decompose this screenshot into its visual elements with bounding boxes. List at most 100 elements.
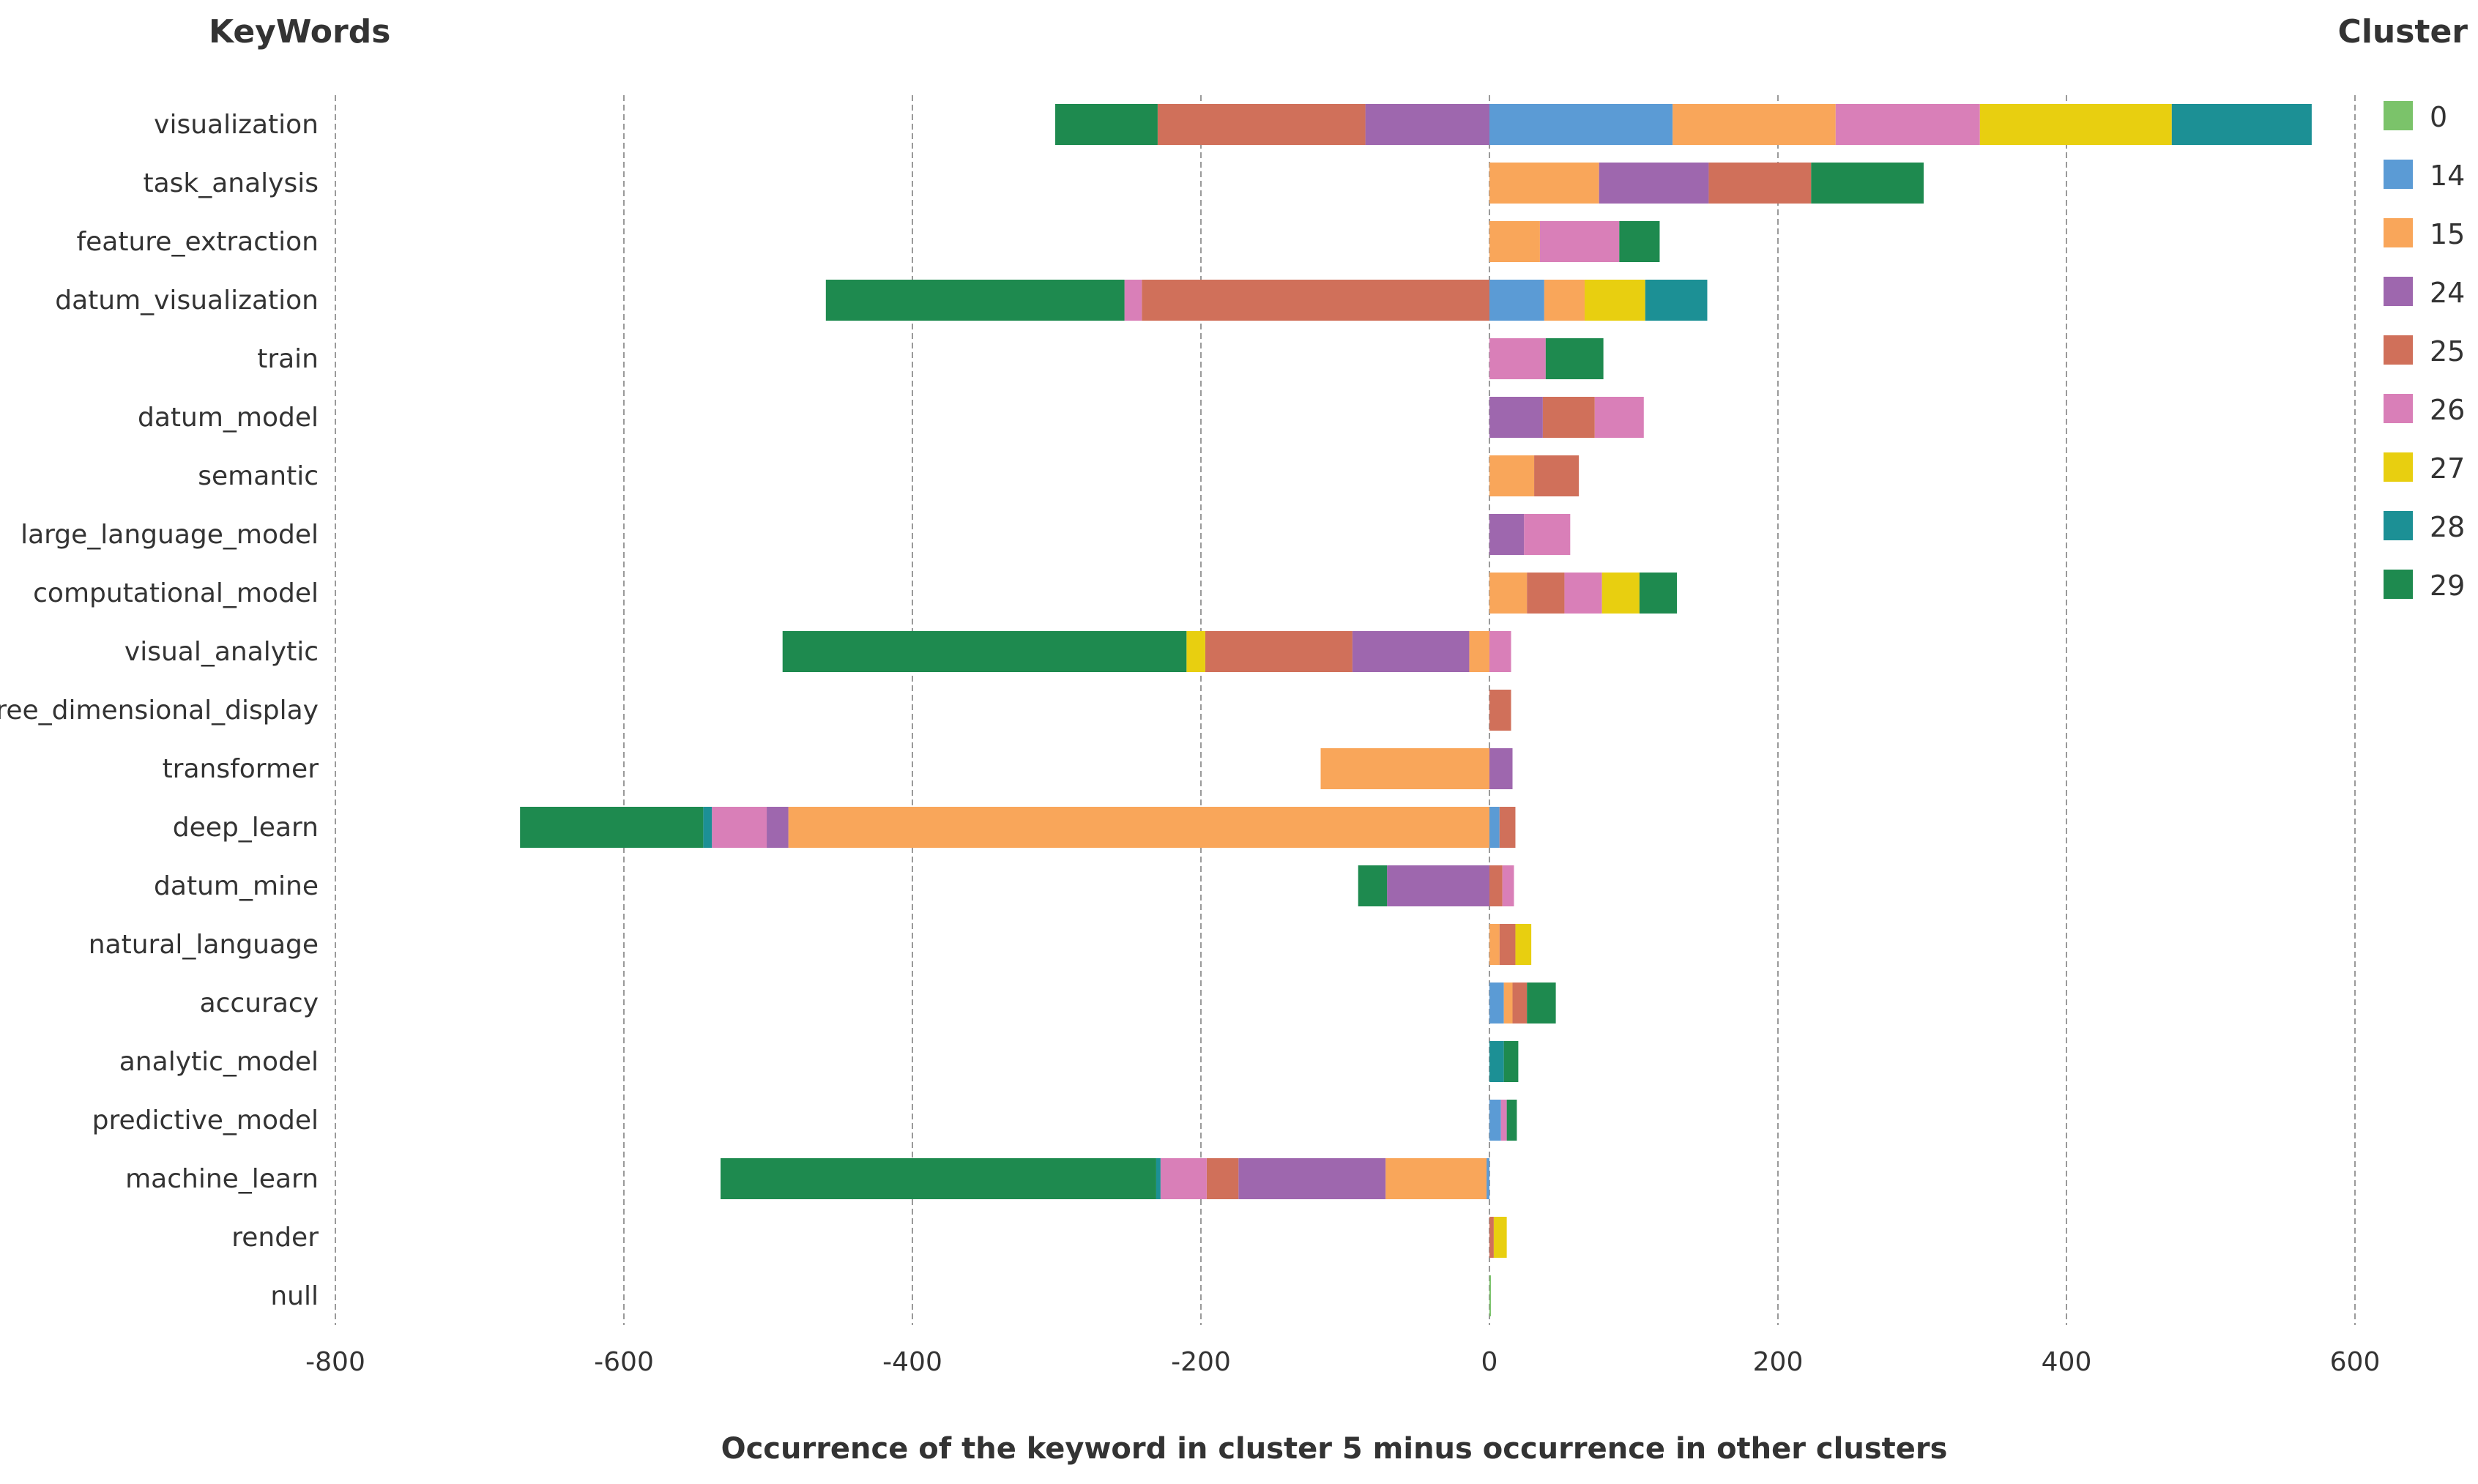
bar-segment bbox=[1601, 573, 1640, 614]
legend-title: Cluster bbox=[2338, 13, 2468, 51]
bar-segment bbox=[767, 807, 789, 848]
category-label: predictive_model bbox=[92, 1105, 319, 1136]
bar-segment bbox=[1585, 280, 1645, 321]
legend-label: 28 bbox=[2430, 511, 2465, 543]
x-tick-label: -200 bbox=[1171, 1347, 1231, 1377]
category-label: natural_language bbox=[89, 930, 319, 960]
bar-segment bbox=[1489, 397, 1543, 438]
legend-swatch bbox=[2384, 160, 2413, 189]
bar-segment bbox=[1489, 924, 1500, 965]
category-label: three_dimensional_display bbox=[0, 696, 319, 726]
category-label: train bbox=[257, 344, 319, 374]
bar-segment bbox=[1545, 338, 1604, 379]
bar-segment bbox=[1489, 221, 1540, 262]
bar-segment bbox=[1489, 455, 1535, 496]
x-tick-label: 400 bbox=[2042, 1347, 2092, 1377]
bar-segment bbox=[788, 807, 1489, 848]
bar-segment bbox=[1160, 1158, 1207, 1199]
category-label: feature_extraction bbox=[76, 227, 319, 257]
category-label: accuracy bbox=[200, 988, 319, 1018]
category-label: datum_mine bbox=[154, 871, 319, 901]
legend-swatch bbox=[2384, 511, 2413, 540]
legend-label: 25 bbox=[2430, 335, 2465, 368]
bar-segment bbox=[1534, 455, 1580, 496]
bar-segment bbox=[703, 807, 712, 848]
bar-segment bbox=[1708, 163, 1812, 204]
bar-segment bbox=[712, 807, 767, 848]
legend-label: 0 bbox=[2430, 101, 2447, 133]
bar-segment bbox=[1387, 865, 1489, 906]
bar-segment bbox=[1524, 514, 1571, 555]
legend: 0 14 15 24 25 26 27 28 29 bbox=[2384, 101, 2465, 602]
legend-swatch bbox=[2384, 335, 2413, 365]
bar-segment bbox=[1489, 631, 1511, 672]
x-tick-label: 600 bbox=[2330, 1347, 2381, 1377]
bar-segment bbox=[1515, 924, 1532, 965]
legend-label: 27 bbox=[2430, 452, 2465, 485]
bar-segment bbox=[1157, 104, 1366, 145]
category-label: visualization bbox=[154, 110, 319, 140]
bar-segment bbox=[1489, 104, 1673, 145]
bar-segment bbox=[1055, 104, 1158, 145]
category-label: computational_model bbox=[33, 578, 319, 608]
bar-segment bbox=[1502, 865, 1514, 906]
bar-segment bbox=[1619, 221, 1660, 262]
bar-segment bbox=[1673, 104, 1836, 145]
x-axis-ticks: -800 -600 -400 -200 0 200 400 600 bbox=[305, 1347, 2380, 1377]
bar-segment bbox=[1385, 1158, 1487, 1199]
bar-segment bbox=[1503, 983, 1513, 1023]
bar-segment bbox=[1512, 983, 1528, 1023]
bar-segment bbox=[1489, 690, 1511, 731]
category-label: deep_learn bbox=[173, 813, 319, 843]
bar-segment bbox=[720, 1158, 1156, 1199]
bar-segment bbox=[1205, 631, 1353, 672]
bar-segment bbox=[1499, 807, 1516, 848]
bar-segment bbox=[1352, 631, 1470, 672]
bar-segment bbox=[1506, 1100, 1517, 1141]
bar-segment bbox=[1542, 397, 1595, 438]
legend-label: 29 bbox=[2430, 570, 2465, 602]
x-tick-label: -600 bbox=[594, 1347, 654, 1377]
category-label: transformer bbox=[163, 754, 319, 784]
bar-segment bbox=[1489, 573, 1528, 614]
bar-segment bbox=[1487, 1158, 1489, 1199]
bar-segment bbox=[1206, 1158, 1239, 1199]
legend-swatch bbox=[2384, 218, 2413, 247]
bar-segment bbox=[1142, 280, 1489, 321]
bar-segment bbox=[1544, 280, 1585, 321]
bar-segment bbox=[1489, 1275, 1491, 1316]
category-label: datum_model bbox=[138, 403, 319, 433]
bar-segment bbox=[1469, 631, 1489, 672]
bar-segment bbox=[1489, 1217, 1494, 1258]
category-label: visual_analytic bbox=[124, 637, 319, 667]
bar-segment bbox=[1539, 221, 1620, 262]
bar-segment bbox=[1489, 514, 1525, 555]
bar-segment bbox=[1320, 748, 1489, 789]
bar-segment bbox=[1124, 280, 1142, 321]
bar-segment bbox=[1489, 1100, 1501, 1141]
legend-swatch bbox=[2384, 394, 2413, 423]
bar-segment bbox=[1645, 280, 1708, 321]
bar-segment bbox=[1835, 104, 1980, 145]
bar-segment bbox=[1489, 163, 1599, 204]
legend-swatch bbox=[2384, 101, 2413, 130]
category-label: semantic bbox=[198, 461, 319, 491]
bar-segment bbox=[1564, 573, 1602, 614]
x-axis-title: Occurrence of the keyword in cluster 5 m… bbox=[721, 1432, 1948, 1466]
x-tick-label: 200 bbox=[1753, 1347, 1804, 1377]
bar-segment bbox=[782, 631, 1187, 672]
bar-segment bbox=[1594, 397, 1644, 438]
category-label: large_language_model bbox=[21, 520, 319, 550]
bar-segment bbox=[1186, 631, 1205, 672]
legend-swatch bbox=[2384, 277, 2413, 306]
category-label: machine_learn bbox=[125, 1164, 319, 1194]
bar-segment bbox=[1503, 1041, 1519, 1082]
bar-segment bbox=[1527, 573, 1565, 614]
bar-segment bbox=[1499, 924, 1516, 965]
bar-segment bbox=[2171, 104, 2312, 145]
bar-segment bbox=[1500, 1100, 1507, 1141]
bar-segment bbox=[1489, 983, 1504, 1023]
category-label: analytic_model bbox=[119, 1047, 319, 1077]
x-tick-label: -800 bbox=[305, 1347, 365, 1377]
